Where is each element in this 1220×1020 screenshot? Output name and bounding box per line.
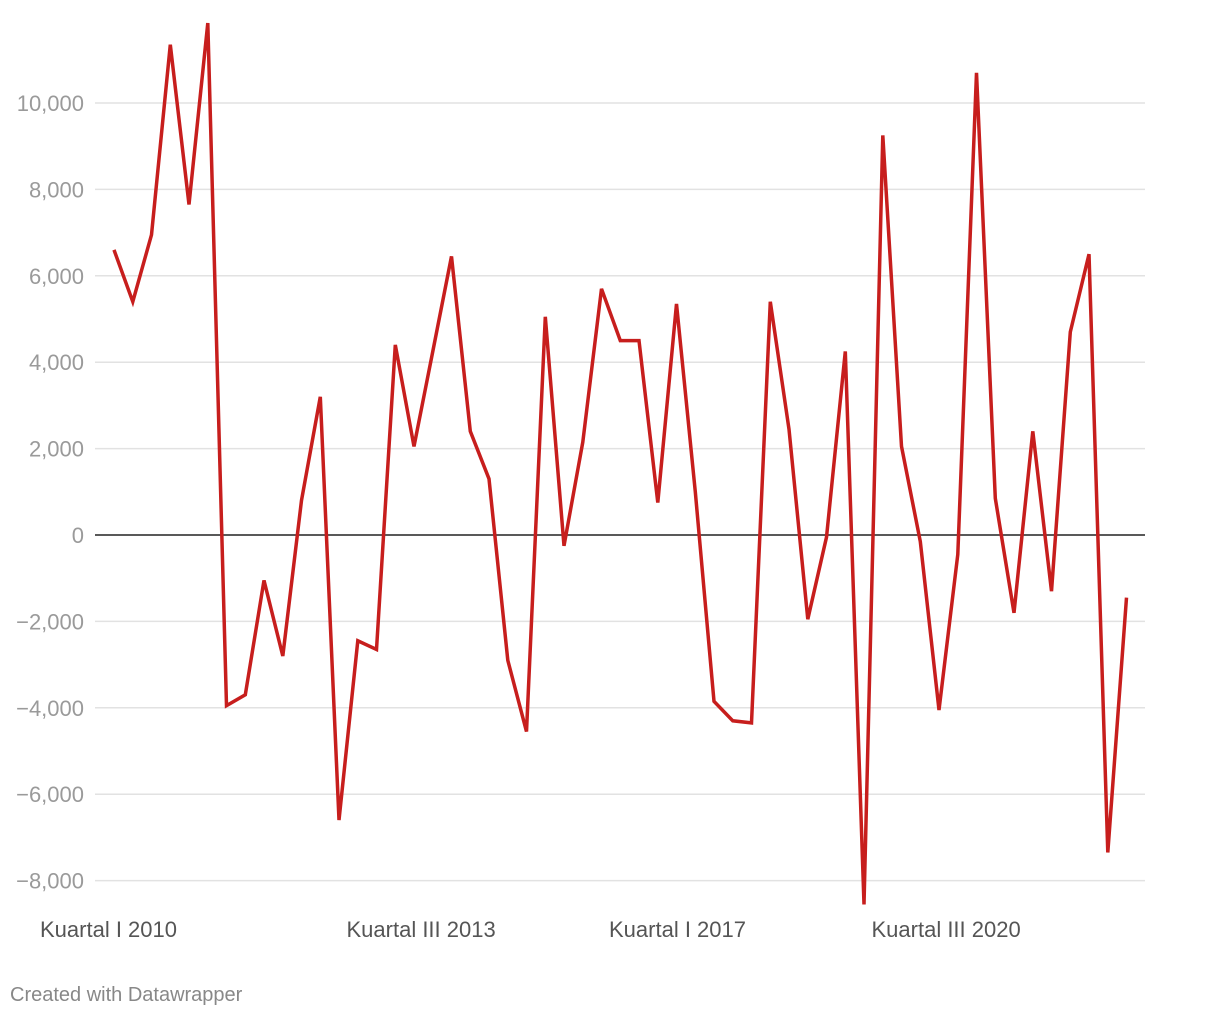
y-tick-label: 0 <box>72 523 84 548</box>
y-tick-label: −6,000 <box>16 782 84 807</box>
y-axis-tick-labels: 10,000 8,000 6,000 4,000 2,000 0 −2,000 −4,000 −… <box>16 91 84 894</box>
series-lines <box>112 22 1129 905</box>
y-tick-label: 4,000 <box>29 350 84 375</box>
y-tick-label: −4,000 <box>16 696 84 721</box>
series-line <box>112 22 1129 905</box>
y-tick-label: 6,000 <box>29 264 84 289</box>
line-chart: 10,000 8,000 6,000 4,000 2,000 0 −2,000 −4,000 −… <box>16 22 1145 942</box>
y-tick-label: 10,000 <box>17 91 84 116</box>
y-tick-label: 2,000 <box>29 437 84 462</box>
x-tick-label: Kuartal I 2010 <box>40 917 177 942</box>
y-tick-label: −8,000 <box>16 869 84 894</box>
x-tick-label: Kuartal I 2017 <box>609 917 746 942</box>
gridlines <box>95 102 1145 882</box>
chart-credit: Created with Datawrapper <box>10 984 243 1006</box>
x-tick-label: Kuartal III 2020 <box>872 917 1021 942</box>
x-axis-tick-labels: Kuartal I 2010 Kuartal III 2013 Kuartal I … <box>40 917 1021 942</box>
x-tick-label: Kuartal III 2013 <box>347 917 496 942</box>
y-tick-label: 8,000 <box>29 177 84 202</box>
y-tick-label: −2,000 <box>16 609 84 634</box>
